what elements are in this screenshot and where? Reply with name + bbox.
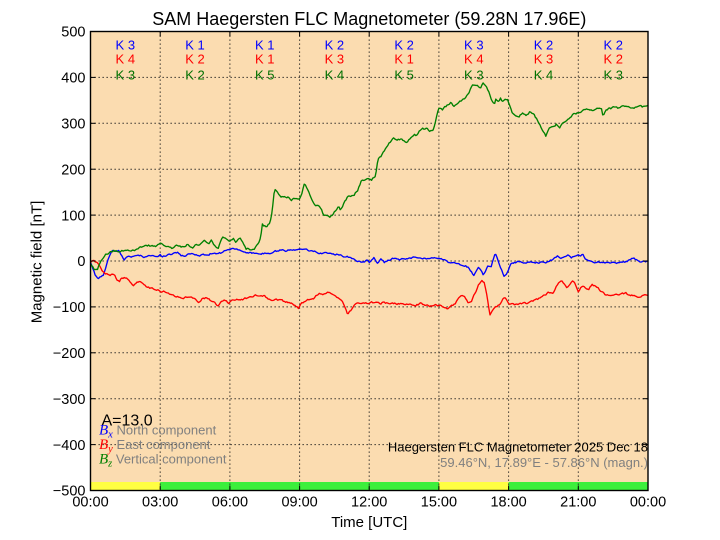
svg-text:K 2: K 2 [534,38,554,53]
svg-text:−400: −400 [53,438,86,454]
svg-text:03:00: 03:00 [142,495,178,511]
svg-text:K 3: K 3 [325,52,345,67]
svg-text:K 4: K 4 [464,52,484,67]
svg-text:00:00: 00:00 [630,495,666,511]
svg-text:500: 500 [61,25,85,41]
svg-text:09:00: 09:00 [281,495,317,511]
svg-text:Bx North component: Bx North component [99,423,217,441]
svg-text:K 3: K 3 [116,68,136,83]
svg-text:00:00: 00:00 [72,495,108,511]
svg-text:Haegersten FLC Magnetometer 20: Haegersten FLC Magnetometer 2025 Dec 18 [388,440,648,455]
svg-text:K 2: K 2 [185,68,205,83]
svg-text:SAM Haegersten FLC Magnetomete: SAM Haegersten FLC Magnetometer (59.28N … [152,9,586,29]
svg-text:Bz Vertical component: Bz Vertical component [99,452,227,470]
svg-text:59.46°N, 17.89°E - 57.86°N (ma: 59.46°N, 17.89°E - 57.86°N (magn.) [440,455,648,470]
svg-text:21:00: 21:00 [560,495,596,511]
svg-text:K 3: K 3 [464,68,484,83]
svg-text:−300: −300 [53,392,86,408]
svg-text:−200: −200 [53,346,86,362]
svg-text:Time [UTC]: Time [UTC] [331,514,407,531]
svg-text:K 4: K 4 [116,52,136,67]
svg-text:K 3: K 3 [464,38,484,53]
svg-text:200: 200 [61,162,85,178]
svg-text:Magnetic field [nT]: Magnetic field [nT] [29,201,46,324]
svg-text:K 1: K 1 [394,52,414,67]
svg-text:K 2: K 2 [185,52,205,67]
svg-text:15:00: 15:00 [421,495,457,511]
svg-text:K 4: K 4 [325,68,345,83]
svg-text:K 1: K 1 [185,38,205,53]
svg-text:06:00: 06:00 [212,495,248,511]
svg-text:K 2: K 2 [394,38,414,53]
svg-text:12:00: 12:00 [351,495,387,511]
svg-text:K 2: K 2 [603,52,623,67]
svg-text:K 5: K 5 [394,68,414,83]
svg-text:K 4: K 4 [534,68,554,83]
svg-text:18:00: 18:00 [490,495,526,511]
svg-text:K 2: K 2 [603,38,623,53]
svg-text:100: 100 [61,208,85,224]
svg-text:K 1: K 1 [255,52,275,67]
svg-text:K 5: K 5 [255,68,275,83]
svg-text:By East component: By East component [99,437,211,455]
svg-text:400: 400 [61,71,85,87]
svg-text:K 3: K 3 [603,68,623,83]
svg-text:K 1: K 1 [255,38,275,53]
svg-text:0: 0 [77,254,85,270]
svg-text:A=13.0: A=13.0 [102,412,153,429]
svg-text:−100: −100 [53,300,86,316]
svg-text:K 2: K 2 [325,38,345,53]
svg-text:K 3: K 3 [534,52,554,67]
svg-text:K 3: K 3 [116,38,136,53]
svg-text:300: 300 [61,117,85,133]
svg-text:−500: −500 [53,484,86,500]
